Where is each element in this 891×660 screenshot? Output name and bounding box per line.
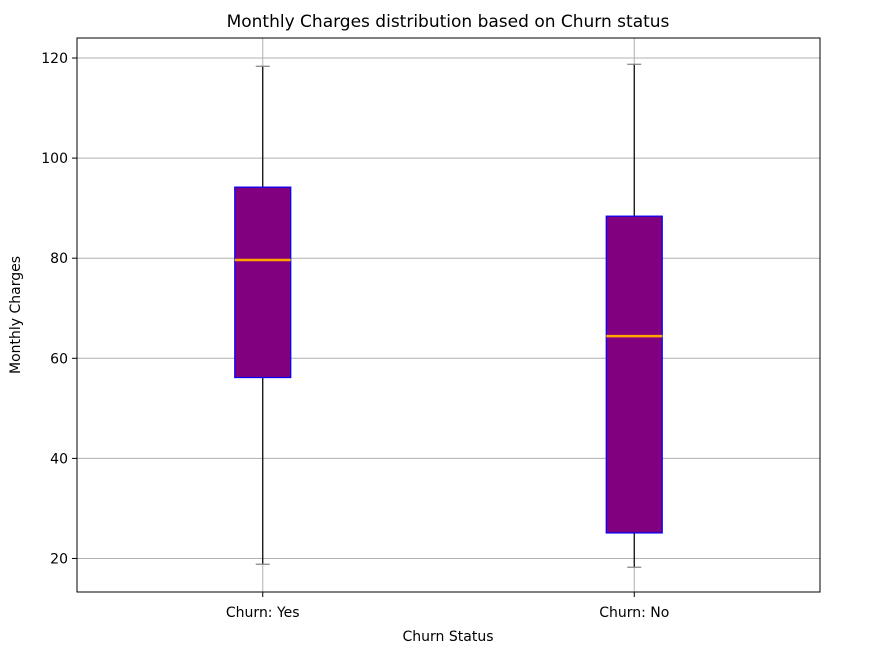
box-iqr <box>605 215 663 534</box>
x-axis: Churn: Yes Churn: No <box>226 592 669 621</box>
x-tick-label: Churn: Yes <box>226 605 300 621</box>
y-tick-label: 100 <box>41 151 68 167</box>
y-tick-label: 60 <box>50 351 68 367</box>
cropped-text-fragment <box>0 651 891 660</box>
plot-area-frame <box>76 37 821 593</box>
y-tick-label: 20 <box>50 551 68 567</box>
box-group <box>605 63 663 568</box>
y-tick-label: 80 <box>50 251 68 267</box>
box-iqr <box>234 186 292 379</box>
y-axis: 20 40 60 80 100 120 <box>41 51 77 567</box>
chart-title: Monthly Charges distribution based on Ch… <box>227 12 670 32</box>
box-group <box>234 65 292 565</box>
grid-lines <box>77 38 820 592</box>
y-axis-label: Monthly Charges <box>8 256 24 374</box>
boxes-layer <box>234 63 663 568</box>
x-tick-label: Churn: No <box>599 605 669 621</box>
y-tick-label: 40 <box>50 451 68 467</box>
y-tick-label: 120 <box>41 51 68 67</box>
x-axis-label: Churn Status <box>403 629 494 645</box>
